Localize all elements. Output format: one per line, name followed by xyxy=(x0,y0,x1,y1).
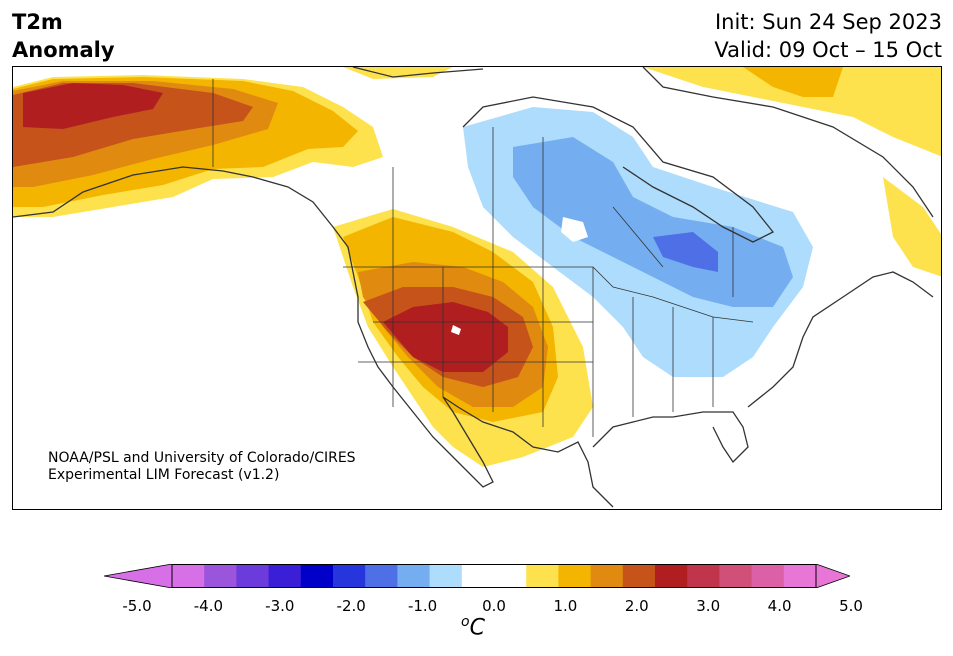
region-alaska-warm xyxy=(13,75,383,217)
region-canada-cool xyxy=(463,107,813,377)
colorbar-segment xyxy=(365,564,398,588)
credit-line-2: Experimental LIM Forecast (v1.2) xyxy=(48,467,280,483)
colorbar-tick-label: -1.0 xyxy=(407,597,438,615)
colorbar-tick-label: 3.0 xyxy=(696,597,721,615)
colorbar-tick-label: -2.0 xyxy=(336,597,366,615)
colorbar xyxy=(104,564,850,588)
colorbar-segment xyxy=(526,564,559,588)
colorbar-segment xyxy=(333,564,366,588)
colorbar-tick-label: 0.0 xyxy=(482,597,506,615)
colorbar-tick-label: 5.0 xyxy=(839,597,863,615)
colorbar-segment xyxy=(655,564,688,588)
colorbar-segment xyxy=(397,564,431,588)
colorbar-tick-label: 4.0 xyxy=(767,597,792,615)
title-line-2: Anomaly xyxy=(12,38,115,62)
unit-degree: o xyxy=(461,614,470,630)
init-date: Init: Sun 24 Sep 2023 xyxy=(714,10,942,34)
colorbar-segments xyxy=(172,564,817,588)
colorbar-segment xyxy=(558,564,592,588)
colorbar-segment xyxy=(268,564,302,588)
colorbar-segment xyxy=(687,564,720,588)
colorbar-segment xyxy=(719,564,753,588)
colorbar-outline xyxy=(171,564,817,588)
colorbar-high-extend xyxy=(815,564,850,588)
colorbar-tick-label: -3.0 xyxy=(265,597,295,615)
colorbar-segment xyxy=(172,564,205,588)
valid-date: Valid: 09 Oct – 15 Oct xyxy=(714,38,942,62)
region-northeast-warm xyxy=(343,67,941,277)
colorbar-segment xyxy=(300,564,334,588)
colorbar-low-extend xyxy=(104,564,173,588)
forecast-dates: Init: Sun 24 Sep 2023 Valid: 09 Oct – 15… xyxy=(714,8,942,64)
map-title: T2m Anomaly xyxy=(12,8,115,64)
unit-celsius: C xyxy=(469,615,485,641)
credit-text: NOAA/PSL and University of Colorado/CIRE… xyxy=(48,450,356,484)
credit-line-1: NOAA/PSL and University of Colorado/CIRE… xyxy=(48,450,356,466)
colorbar-segment xyxy=(622,564,656,588)
colorbar-segment xyxy=(236,564,270,588)
colorbar-segment xyxy=(429,564,463,588)
anomaly-map xyxy=(12,66,942,510)
map-canvas xyxy=(13,67,941,508)
colorbar-segment xyxy=(204,564,237,588)
colorbar-segment xyxy=(783,564,817,588)
colorbar-segment xyxy=(461,564,495,588)
colorbar-tick-label: 1.0 xyxy=(553,597,578,615)
colorbar-segment xyxy=(751,564,785,588)
colorbar-tick-labels: -5.0 -4.0 -3.0 -2.0 -1.0 0.0 1.0 2.0 3.0 4.0 5.0 xyxy=(104,597,863,617)
colorbar-tick-label: 2.0 xyxy=(624,597,649,615)
coastlines xyxy=(13,67,934,508)
title-line-1: T2m xyxy=(12,10,63,34)
colorbar-segment xyxy=(494,564,527,588)
colorbar-segment xyxy=(590,564,624,588)
colorbar-tick-label: -4.0 xyxy=(193,597,224,615)
colorbar-unit: oC xyxy=(461,614,485,640)
colorbar-tick-label: -5.0 xyxy=(122,597,152,615)
political-borders xyxy=(212,79,754,437)
